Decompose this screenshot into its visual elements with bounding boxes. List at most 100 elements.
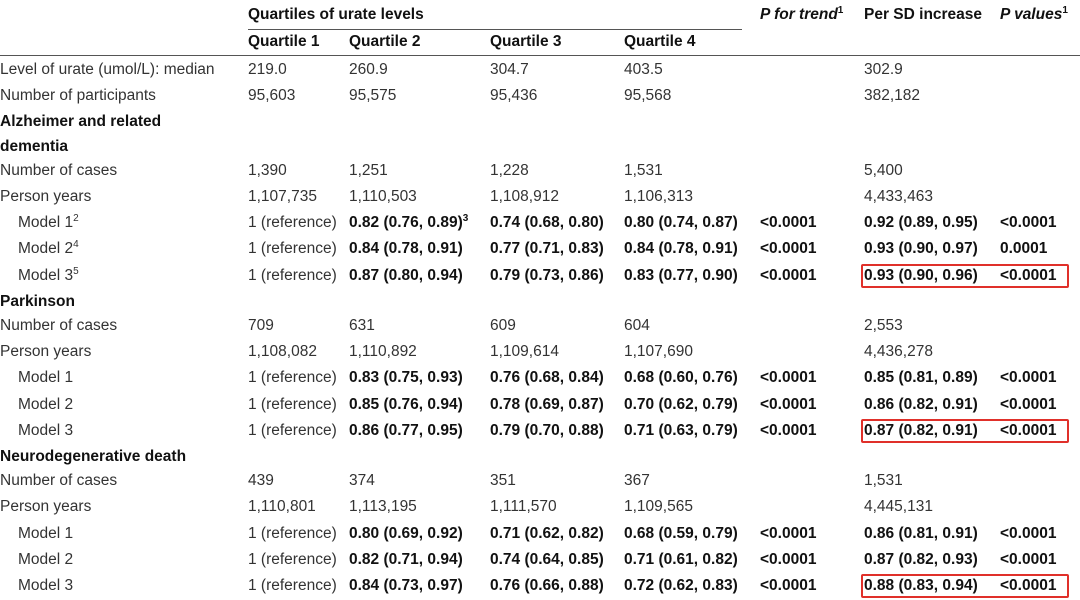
cell-sd: 302.9 bbox=[864, 61, 903, 79]
cell-sd-text: 0.87 (0.82, 0.93) bbox=[864, 550, 978, 568]
cell-q1: 1 (reference) bbox=[248, 369, 337, 387]
cell-q3: 0.79 (0.70, 0.88) bbox=[490, 422, 604, 440]
cell-q3: 1,228 bbox=[490, 162, 529, 180]
table-row: Person years 1,107,735 1,110,503 1,108,912 1… bbox=[0, 184, 1080, 210]
cell-q2-text: 0.86 (0.77, 0.95) bbox=[349, 421, 463, 439]
table-row: Model 1 1 (reference) 0.83 (0.75, 0.93) 0.7… bbox=[0, 365, 1080, 391]
row-label: Model 12 bbox=[18, 214, 79, 232]
cell-q1: 1,107,735 bbox=[248, 188, 317, 206]
cell-q2: 0.84 (0.73, 0.97) bbox=[349, 577, 463, 595]
cell-q2-text: 0.87 (0.80, 0.94) bbox=[349, 266, 463, 284]
cell-q1-text: 1 (reference) bbox=[248, 214, 337, 232]
cell-q2-text: 1,251 bbox=[349, 161, 388, 179]
row-label: Person years bbox=[0, 188, 91, 206]
cell-trend-text: <0.0001 bbox=[760, 395, 817, 413]
table-row: Model 3 1 (reference) 0.86 (0.77, 0.95) 0.7… bbox=[0, 418, 1080, 444]
cell-q4: 0.83 (0.77, 0.90) bbox=[624, 267, 738, 285]
table-row: Model 2 1 (reference) 0.85 (0.76, 0.94) 0.7… bbox=[0, 392, 1080, 418]
section-title: Parkinson bbox=[0, 292, 75, 310]
cell-q4: 95,568 bbox=[624, 87, 671, 105]
cell-trend-text: <0.0001 bbox=[760, 577, 817, 594]
row-label-sup: 4 bbox=[73, 239, 79, 251]
cell-q1-text: 1 (reference) bbox=[248, 395, 337, 413]
cell-q4-text: 0.72 (0.62, 0.83) bbox=[624, 577, 738, 594]
cell-q1: 1,108,082 bbox=[248, 343, 317, 361]
cell-q2: 0.82 (0.71, 0.94) bbox=[349, 551, 463, 569]
cell-q1-text: 95,603 bbox=[248, 87, 296, 105]
cell-q3-text: 1,111,570 bbox=[490, 498, 557, 516]
cell-q4: 1,109,565 bbox=[624, 498, 693, 516]
cell-trend-text: <0.0001 bbox=[760, 214, 817, 232]
cell-trend-text: <0.0001 bbox=[760, 550, 817, 568]
table-row: Model 2 1 (reference) 0.82 (0.71, 0.94) 0.7… bbox=[0, 547, 1080, 573]
cell-q2: 260.9 bbox=[349, 61, 388, 79]
row-label: Model 1 bbox=[18, 369, 73, 387]
cell-q3-text: 0.76 (0.66, 0.88) bbox=[490, 577, 604, 594]
cell-p: <0.0001 bbox=[1000, 369, 1056, 387]
cell-trend: <0.0001 bbox=[760, 214, 816, 232]
cell-q4-text: 0.70 (0.62, 0.79) bbox=[624, 395, 738, 413]
cell-q3-text: 0.79 (0.70, 0.88) bbox=[490, 421, 604, 439]
cell-sd: 4,436,278 bbox=[864, 343, 933, 361]
cell-sd: 0.85 (0.81, 0.89) bbox=[864, 369, 978, 387]
row-label-text: Model 2 bbox=[18, 240, 74, 258]
row-label-text: Model 1 bbox=[18, 369, 74, 387]
cell-q3: 95,436 bbox=[490, 87, 537, 105]
row-label-text: Number of cases bbox=[0, 317, 118, 334]
cell-q3-text: 95,436 bbox=[490, 87, 538, 105]
cell-sd: 4,433,463 bbox=[864, 188, 933, 206]
cell-q1-text: 1,107,735 bbox=[248, 188, 317, 205]
quartile-2-header: Quartile 2 bbox=[349, 33, 421, 50]
table-row: Number of cases 1,390 1,251 1,228 1,531 5,400 bbox=[0, 158, 1080, 184]
cell-q4: 0.71 (0.63, 0.79) bbox=[624, 422, 738, 440]
cell-q3: 0.71 (0.62, 0.82) bbox=[490, 525, 604, 543]
row-label-text: Person years bbox=[0, 188, 92, 205]
table-row: Person years 1,110,801 1,113,195 1,111,570 1… bbox=[0, 494, 1080, 520]
table-row: Model 12 1 (reference) 0.82 (0.76, 0.89)3 0… bbox=[0, 210, 1080, 236]
cell-p: <0.0001 bbox=[1000, 525, 1056, 543]
section-title-line2: dementia bbox=[0, 137, 69, 155]
cell-sd: 2,553 bbox=[864, 317, 903, 335]
cell-trend: <0.0001 bbox=[760, 551, 816, 569]
cell-q1-text: 1,390 bbox=[248, 161, 287, 179]
table-row: Number of participants 95,603 95,575 95,436… bbox=[0, 83, 1080, 109]
cell-q4-text: 0.68 (0.60, 0.76) bbox=[624, 369, 738, 387]
per-sd-header: Per SD increase bbox=[864, 6, 983, 23]
cell-sd-text: 1,531 bbox=[864, 472, 903, 490]
cell-q1: 1 (reference) bbox=[248, 240, 337, 258]
cell-q3: 0.78 (0.69, 0.87) bbox=[490, 396, 604, 414]
cell-q2: 0.80 (0.69, 0.92) bbox=[349, 525, 463, 543]
cell-trend: <0.0001 bbox=[760, 240, 816, 258]
cell-q2-text: 0.82 (0.71, 0.94) bbox=[349, 550, 463, 568]
row-label: Person years bbox=[0, 343, 91, 361]
table-row: Level of urate (umol/L): median 219.0 260.… bbox=[0, 57, 1080, 83]
row-label-text: Model 3 bbox=[18, 577, 74, 594]
cell-trend: <0.0001 bbox=[760, 396, 816, 414]
cell-sd: 4,445,131 bbox=[864, 498, 933, 516]
table-row: Model 24 1 (reference) 0.84 (0.78, 0.91) 0.… bbox=[0, 236, 1080, 262]
cell-sd-text: 0.93 (0.90, 0.97) bbox=[864, 240, 978, 258]
cell-q4: 0.68 (0.59, 0.79) bbox=[624, 525, 738, 543]
cell-sd: 0.93 (0.90, 0.97) bbox=[864, 240, 978, 258]
cell-trend-text: <0.0001 bbox=[760, 369, 817, 387]
cell-sd-text: 302.9 bbox=[864, 61, 903, 78]
row-label-text: Number of cases bbox=[0, 472, 118, 490]
cell-p-text: <0.0001 bbox=[1000, 550, 1057, 568]
cell-q3: 1,108,912 bbox=[490, 188, 559, 206]
cell-sd-text: 0.92 (0.89, 0.95) bbox=[864, 214, 978, 232]
cell-q1-text: 219.0 bbox=[248, 61, 287, 78]
cell-q1-text: 1 (reference) bbox=[248, 240, 337, 258]
cell-q4-text: 367 bbox=[624, 472, 650, 490]
p-trend-sup: 1 bbox=[837, 5, 844, 16]
cell-sd: 0.92 (0.89, 0.95) bbox=[864, 214, 978, 232]
p-trend-header: P for trend1 bbox=[760, 6, 843, 24]
cell-q1: 1 (reference) bbox=[248, 422, 337, 440]
cell-trend-text: <0.0001 bbox=[760, 524, 817, 542]
cell-q2-text: 0.84 (0.73, 0.97) bbox=[349, 577, 463, 594]
cell-q2-text: 374 bbox=[349, 472, 375, 490]
cell-q4-text: 0.68 (0.59, 0.79) bbox=[624, 524, 738, 542]
cell-sd-text: 0.88 (0.83, 0.94) bbox=[864, 577, 978, 594]
row-label-text: Model 1 bbox=[18, 214, 74, 232]
cell-q1-text: 1 (reference) bbox=[248, 550, 337, 568]
row-label-text: Model 1 bbox=[18, 524, 74, 542]
